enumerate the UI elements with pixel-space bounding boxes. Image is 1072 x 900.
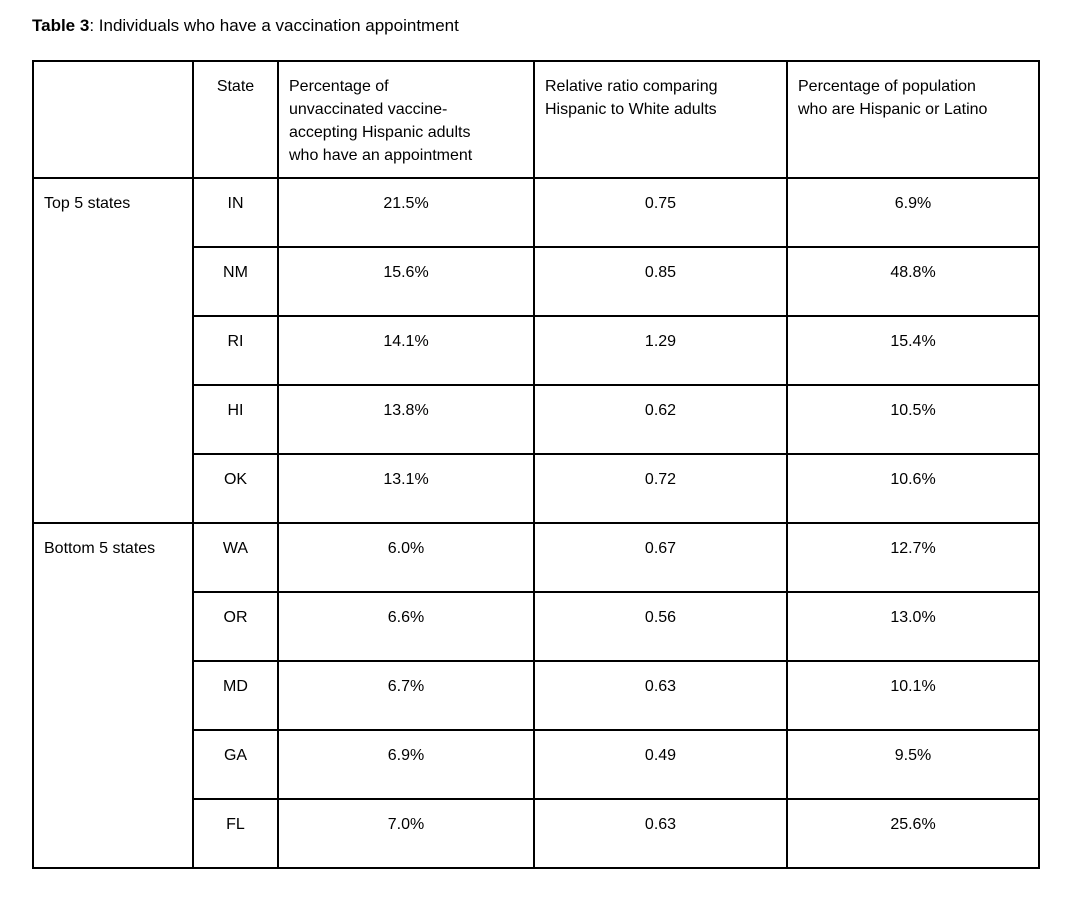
table-row: RI 14.1% 1.29 15.4% xyxy=(33,315,1040,386)
state-cell: MD xyxy=(192,660,279,731)
group-label-bottom-5-states: Bottom 5 states xyxy=(32,522,194,869)
state-cell: GA xyxy=(192,729,279,800)
pct-population-cell: 25.6% xyxy=(786,798,1040,869)
pct-population-cell: 10.5% xyxy=(786,384,1040,455)
table-row: Top 5 states IN 21.5% 0.75 6.9% xyxy=(32,177,1040,524)
pct-appointment-cell: 21.5% xyxy=(277,177,535,248)
state-cell: NM xyxy=(192,246,279,317)
pct-appointment-cell: 6.6% xyxy=(277,591,535,662)
state-cell: FL xyxy=(192,798,279,869)
table-caption-text: : Individuals who have a vaccination app… xyxy=(89,16,459,35)
relative-ratio-cell: 0.49 xyxy=(533,729,788,800)
table-row: FL 7.0% 0.63 25.6% xyxy=(33,798,1040,869)
state-cell: IN xyxy=(192,177,279,248)
col-header-pct-population: Percentage of population who are Hispani… xyxy=(786,60,1040,179)
relative-ratio-cell: 0.75 xyxy=(533,177,788,248)
group-label-top-5-states: Top 5 states xyxy=(32,177,194,524)
pct-population-cell: 13.0% xyxy=(786,591,1040,662)
table-row: MD 6.7% 0.63 10.1% xyxy=(33,660,1040,731)
relative-ratio-cell: 0.63 xyxy=(533,798,788,869)
pct-population-cell: 10.6% xyxy=(786,453,1040,524)
relative-ratio-cell: 0.62 xyxy=(533,384,788,455)
table-row: OK 13.1% 0.72 10.6% xyxy=(33,453,1040,524)
table-row: HI 13.8% 0.62 10.5% xyxy=(33,384,1040,455)
relative-ratio-cell: 0.63 xyxy=(533,660,788,731)
pct-appointment-cell: 13.8% xyxy=(277,384,535,455)
state-cell: RI xyxy=(192,315,279,386)
pct-appointment-cell: 6.9% xyxy=(277,729,535,800)
table-caption-label: Table 3 xyxy=(32,16,90,35)
pct-population-cell: 10.1% xyxy=(786,660,1040,731)
pct-population-cell: 6.9% xyxy=(786,177,1040,248)
pct-population-cell: 15.4% xyxy=(786,315,1040,386)
table-row: GA 6.9% 0.49 9.5% xyxy=(33,729,1040,800)
pct-appointment-cell: 6.0% xyxy=(277,522,535,593)
state-cell: OK xyxy=(192,453,279,524)
col-header-pct-appointment: Percentage of unvaccinated vaccine- acce… xyxy=(277,60,535,179)
state-cell: WA xyxy=(192,522,279,593)
pct-appointment-cell: 7.0% xyxy=(277,798,535,869)
pct-appointment-cell: 6.7% xyxy=(277,660,535,731)
pct-appointment-cell: 13.1% xyxy=(277,453,535,524)
corner-empty-cell xyxy=(32,60,194,179)
pct-population-cell: 48.8% xyxy=(786,246,1040,317)
header-row: State Percentage of unvaccinated vaccine… xyxy=(32,60,1040,179)
pct-appointment-cell: 14.1% xyxy=(277,315,535,386)
state-cell: OR xyxy=(192,591,279,662)
table-row: OR 6.6% 0.56 13.0% xyxy=(33,591,1040,662)
relative-ratio-cell: 0.85 xyxy=(533,246,788,317)
col-header-relative-ratio: Relative ratio comparing Hispanic to Whi… xyxy=(533,60,788,179)
relative-ratio-cell: 0.67 xyxy=(533,522,788,593)
relative-ratio-cell: 0.56 xyxy=(533,591,788,662)
vaccination-appointment-table: State Percentage of unvaccinated vaccine… xyxy=(32,60,1040,869)
table-caption: Table 3: Individuals who have a vaccinat… xyxy=(32,14,1072,38)
table-row: Bottom 5 states WA 6.0% 0.67 12.7% xyxy=(32,522,1040,869)
col-header-state: State xyxy=(192,60,279,179)
pct-appointment-cell: 15.6% xyxy=(277,246,535,317)
table-row: NM 15.6% 0.85 48.8% xyxy=(33,246,1040,317)
relative-ratio-cell: 1.29 xyxy=(533,315,788,386)
pct-population-cell: 12.7% xyxy=(786,522,1040,593)
relative-ratio-cell: 0.72 xyxy=(533,453,788,524)
state-cell: HI xyxy=(192,384,279,455)
pct-population-cell: 9.5% xyxy=(786,729,1040,800)
